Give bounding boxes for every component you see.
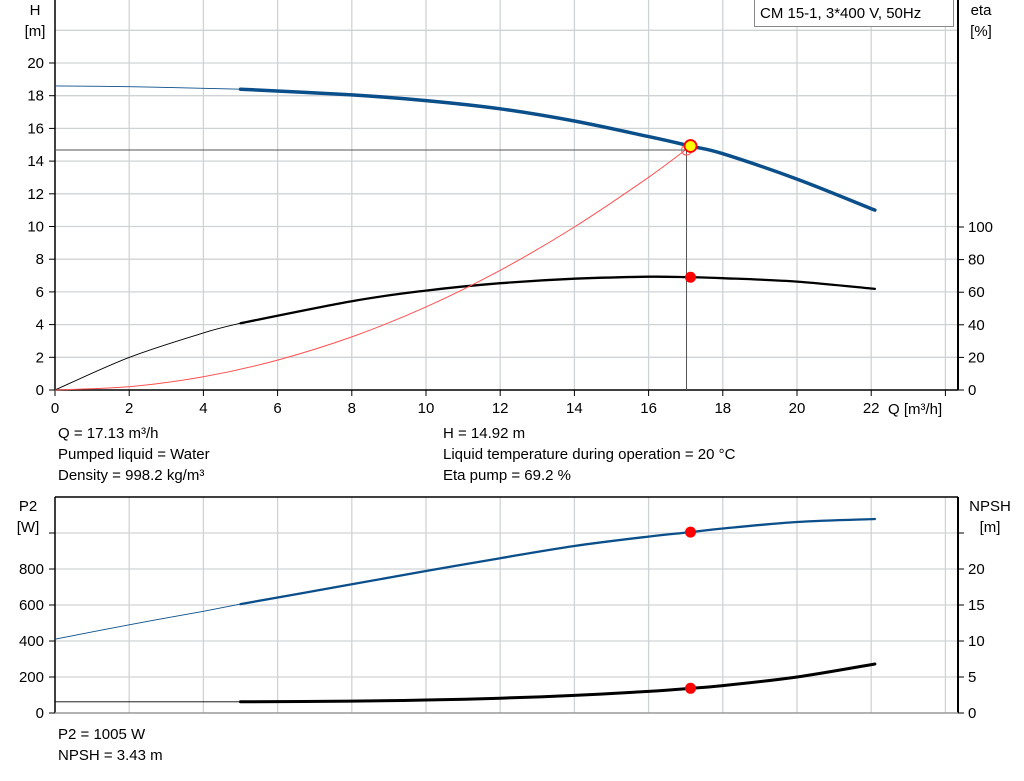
top-y-tick-label: 14	[27, 153, 44, 170]
info-density: Density = 998.2 kg/m³	[58, 467, 205, 484]
head-curve	[238, 87, 877, 212]
head-curve-extrapolated	[54, 85, 241, 90]
info-flow: Q = 17.13 m³/h	[58, 425, 159, 442]
top-y2-tick-label: 0	[968, 382, 976, 399]
top-x-tick-label: 2	[125, 400, 133, 417]
top-y-tick-label: 0	[36, 382, 44, 399]
top-y2-tick-label: 100	[968, 219, 993, 236]
top-y-tick-label: 6	[36, 284, 44, 301]
info-head: H = 14.92 m	[443, 425, 526, 442]
top-y-label-1: H	[30, 2, 41, 19]
top-y-tick-label: 10	[27, 219, 44, 236]
top-y2-tick-label: 80	[968, 252, 985, 269]
bottom-y-tick-label: 800	[19, 561, 44, 578]
legend-box: CM 15-1, 3*400 V, 50Hz	[754, 0, 954, 27]
top-y-tick-label: 8	[36, 251, 44, 268]
npsh-curve	[239, 662, 877, 704]
top-x-tick-label: 18	[714, 400, 731, 417]
system-curve	[54, 145, 691, 391]
top-y-tick-label: 18	[27, 88, 44, 105]
top-y-tick-label: 16	[27, 120, 44, 137]
eta-duty-point	[685, 271, 697, 283]
top-y-tick-label: 4	[36, 317, 44, 334]
top-x-tick-label: 0	[51, 400, 59, 417]
p2-curve-extrapolated	[54, 603, 241, 640]
top-y2-label-2: [%]	[970, 23, 992, 40]
info-bottom: P2 = 1005 W NPSH = 3.43 m	[58, 724, 163, 766]
top-y2-tick-label: 60	[968, 284, 985, 301]
bottom-y-tick-label: 0	[36, 705, 44, 722]
bottom-y2-label-1: NPSH	[969, 498, 1011, 515]
p2-duty-point	[685, 526, 697, 538]
eta-curve	[239, 275, 877, 325]
info-eta: Eta pump = 69.2 %	[443, 467, 571, 484]
info-p2: P2 = 1005 W	[58, 726, 146, 743]
top-x-tick-label: 10	[418, 400, 435, 417]
top-x-tick-label: 22	[863, 400, 880, 417]
info-npsh: NPSH = 3.43 m	[58, 747, 163, 764]
bottom-y-tick-label: 200	[19, 669, 44, 686]
top-y-tick-label: 2	[36, 349, 44, 366]
top-y-tick-label: 20	[27, 55, 44, 72]
bottom-y2-tick-label: 20	[968, 561, 985, 578]
bottom-y2-tick-label: 10	[968, 633, 985, 650]
info-top-left: Q = 17.13 m³/h Pumped liquid = Water Den…	[58, 423, 210, 486]
info-temperature: Liquid temperature during operation = 20…	[443, 446, 736, 463]
head-duty-point	[683, 139, 698, 153]
top-y-tick-label: 12	[27, 186, 44, 203]
top-x-label: Q [m³/h]	[888, 401, 942, 418]
top-x-tick-label: 6	[273, 400, 281, 417]
top-x-tick-label: 8	[348, 400, 356, 417]
p2-curve	[239, 517, 877, 606]
info-top-right: H = 14.92 m Liquid temperature during op…	[443, 423, 735, 486]
top-x-tick-label: 16	[640, 400, 657, 417]
info-liquid: Pumped liquid = Water	[58, 446, 210, 463]
top-x-tick-label: 14	[566, 400, 583, 417]
top-x-tick-label: 20	[789, 400, 806, 417]
bottom-y2-tick-label: 0	[968, 705, 976, 722]
bottom-y-label-2: [W]	[17, 519, 40, 536]
top-x-tick-label: 12	[492, 400, 509, 417]
top-y2-tick-label: 20	[968, 349, 985, 366]
top-y2-label-1: eta	[971, 2, 993, 19]
eta-curve-extrapolated	[54, 322, 241, 391]
bottom-y-tick-label: 600	[19, 597, 44, 614]
bottom-y-tick-label: 400	[19, 633, 44, 650]
bottom-y-label-1: P2	[19, 498, 37, 515]
top-y-label-2: [m]	[25, 23, 46, 40]
bottom-y2-tick-label: 5	[968, 669, 976, 686]
top-y2-tick-label: 40	[968, 317, 985, 334]
bottom-y2-tick-label: 15	[968, 597, 985, 614]
bottom-y2-label-2: [m]	[980, 519, 1001, 536]
top-x-tick-label: 4	[199, 400, 207, 417]
npsh-duty-point	[685, 682, 697, 694]
